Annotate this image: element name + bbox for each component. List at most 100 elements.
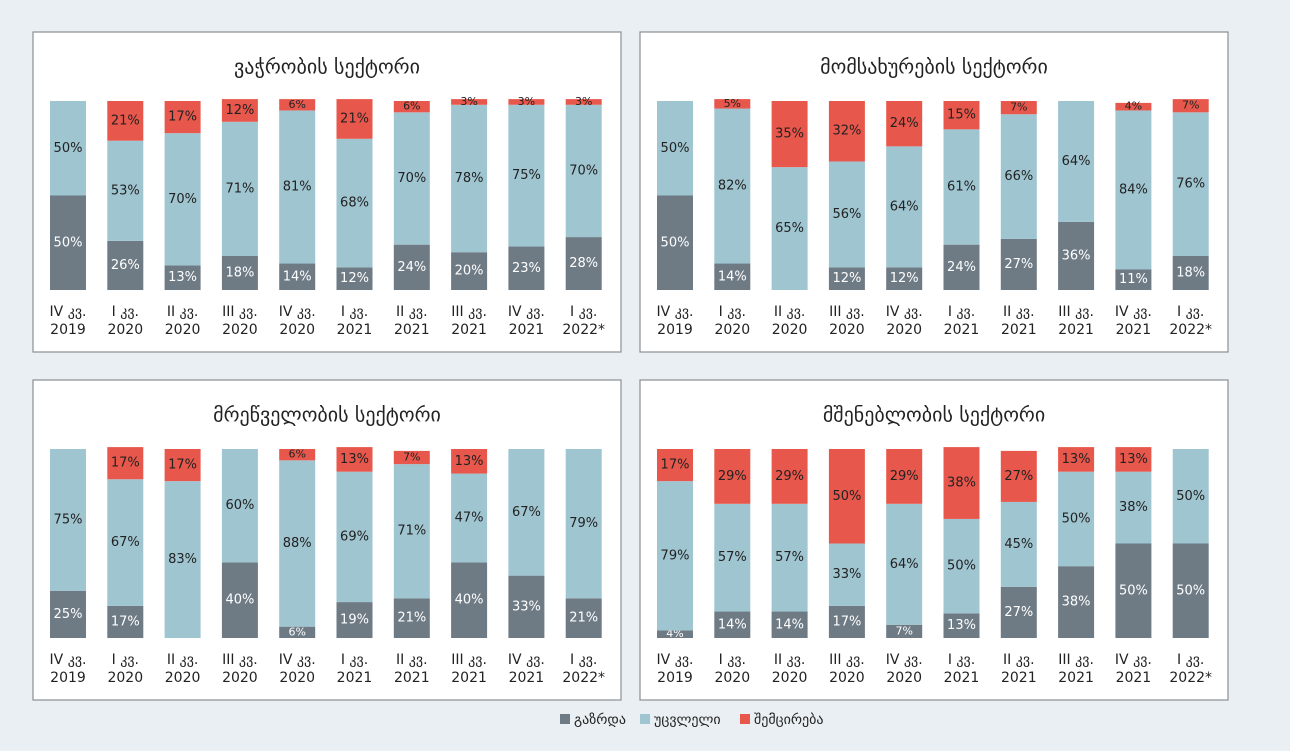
value-label: 17% (168, 110, 197, 125)
value-label: 53% (111, 183, 140, 198)
value-label: 27% (1004, 469, 1033, 484)
bar-segment (1058, 221, 1095, 290)
value-label: 40% (455, 593, 484, 608)
value-label: 11% (1119, 272, 1148, 287)
bar-segment (221, 255, 258, 290)
value-label: 17% (832, 614, 861, 629)
bar-segment (1058, 471, 1095, 567)
bar-segment (771, 611, 808, 638)
value-label: 7% (1010, 101, 1027, 114)
x-tick-label: II კვ. (1003, 652, 1034, 668)
bar-segment (279, 110, 316, 264)
value-label: 70% (397, 171, 426, 186)
bar-segment (1000, 586, 1037, 638)
bar-segment (336, 267, 373, 290)
bar-segment (1000, 101, 1037, 115)
value-label: 24% (397, 260, 426, 275)
value-label: 13% (340, 452, 369, 467)
value-label: 71% (225, 181, 254, 196)
bar-segment (771, 449, 808, 504)
chart-title: მშენებლობის სექტორი (823, 403, 1045, 427)
bar-segment (336, 447, 373, 472)
bar-segment (393, 244, 430, 290)
value-label: 17% (111, 614, 140, 629)
bar-segment (714, 263, 751, 290)
bar-segment (943, 613, 980, 638)
x-tick-label: 2021 (1116, 670, 1152, 686)
x-tick-label: III კვ. (1058, 652, 1094, 668)
bar-segment (771, 503, 808, 612)
value-label: 6% (403, 100, 420, 113)
x-tick-label: 2021 (944, 322, 980, 338)
x-tick-label: 2021 (451, 322, 487, 338)
bar-segment (714, 503, 751, 612)
value-label: 13% (168, 270, 197, 285)
bar-segment (164, 133, 201, 266)
value-label: 57% (718, 550, 747, 565)
bar-segment (1172, 449, 1209, 544)
bar-segment (279, 263, 316, 290)
chart-title: ვაჭრობის სექტორი (234, 55, 420, 79)
bar-segment (50, 449, 86, 591)
x-tick-label: 2021 (509, 670, 545, 686)
bar-segment (508, 99, 545, 105)
bar-segment (50, 590, 86, 638)
bar-segment (943, 129, 980, 245)
bar-segment (393, 464, 430, 599)
bar-segment (886, 267, 923, 290)
value-label: 82% (718, 179, 747, 194)
bar-segment (714, 449, 751, 504)
bar-segment (886, 101, 923, 147)
value-label: 84% (1119, 182, 1148, 197)
value-label: 88% (283, 536, 312, 551)
x-tick-label: 2019 (50, 670, 86, 686)
bar-segment (1115, 269, 1152, 290)
legend-swatch (740, 714, 750, 724)
x-tick-label: I კვ. (719, 652, 746, 668)
bar-segment (1172, 99, 1209, 113)
bar-segment (336, 471, 373, 603)
legend-label: გაზრდა (574, 711, 626, 728)
bar-segment (279, 99, 316, 111)
bar-segment (221, 121, 258, 256)
value-label: 50% (1062, 511, 1091, 526)
value-label: 6% (288, 448, 305, 461)
x-tick-label: 2020 (829, 322, 865, 338)
value-label: 21% (569, 611, 598, 626)
value-label: 75% (54, 512, 83, 527)
bar-segment (336, 602, 373, 638)
value-label: 60% (225, 498, 254, 513)
bar-segment (828, 267, 865, 290)
bar-segment (1115, 447, 1152, 472)
x-tick-label: 2022* (1169, 670, 1212, 686)
bar-segment (886, 146, 923, 268)
bar-segment (164, 449, 201, 482)
value-label: 25% (54, 607, 83, 622)
value-label: 29% (775, 469, 804, 484)
value-label: 4% (1125, 100, 1142, 113)
bar-segment (828, 605, 865, 638)
x-tick-label: 2021 (1001, 670, 1037, 686)
x-tick-label: 2021 (337, 322, 373, 338)
legend-label: შემცირება (754, 711, 824, 728)
bar-segment (336, 99, 373, 139)
value-label: 50% (661, 141, 690, 156)
value-label: 28% (569, 256, 598, 271)
value-label: 56% (832, 207, 861, 222)
value-label: 21% (340, 111, 369, 126)
value-label: 45% (1004, 537, 1033, 552)
bar-segment (565, 449, 602, 599)
bar-segment (565, 104, 602, 238)
bar-segment (107, 140, 144, 241)
bar-segment (1172, 255, 1209, 290)
x-tick-label: 2021 (1058, 670, 1094, 686)
value-label: 18% (1176, 265, 1205, 280)
bar-segment (279, 626, 316, 638)
value-label: 79% (569, 516, 598, 531)
bar-segment (1000, 238, 1037, 290)
bar-segment (943, 244, 980, 290)
value-label: 14% (718, 617, 747, 632)
value-label: 7% (895, 624, 912, 637)
value-label: 50% (832, 489, 861, 504)
x-tick-label: 2022* (1169, 322, 1212, 338)
